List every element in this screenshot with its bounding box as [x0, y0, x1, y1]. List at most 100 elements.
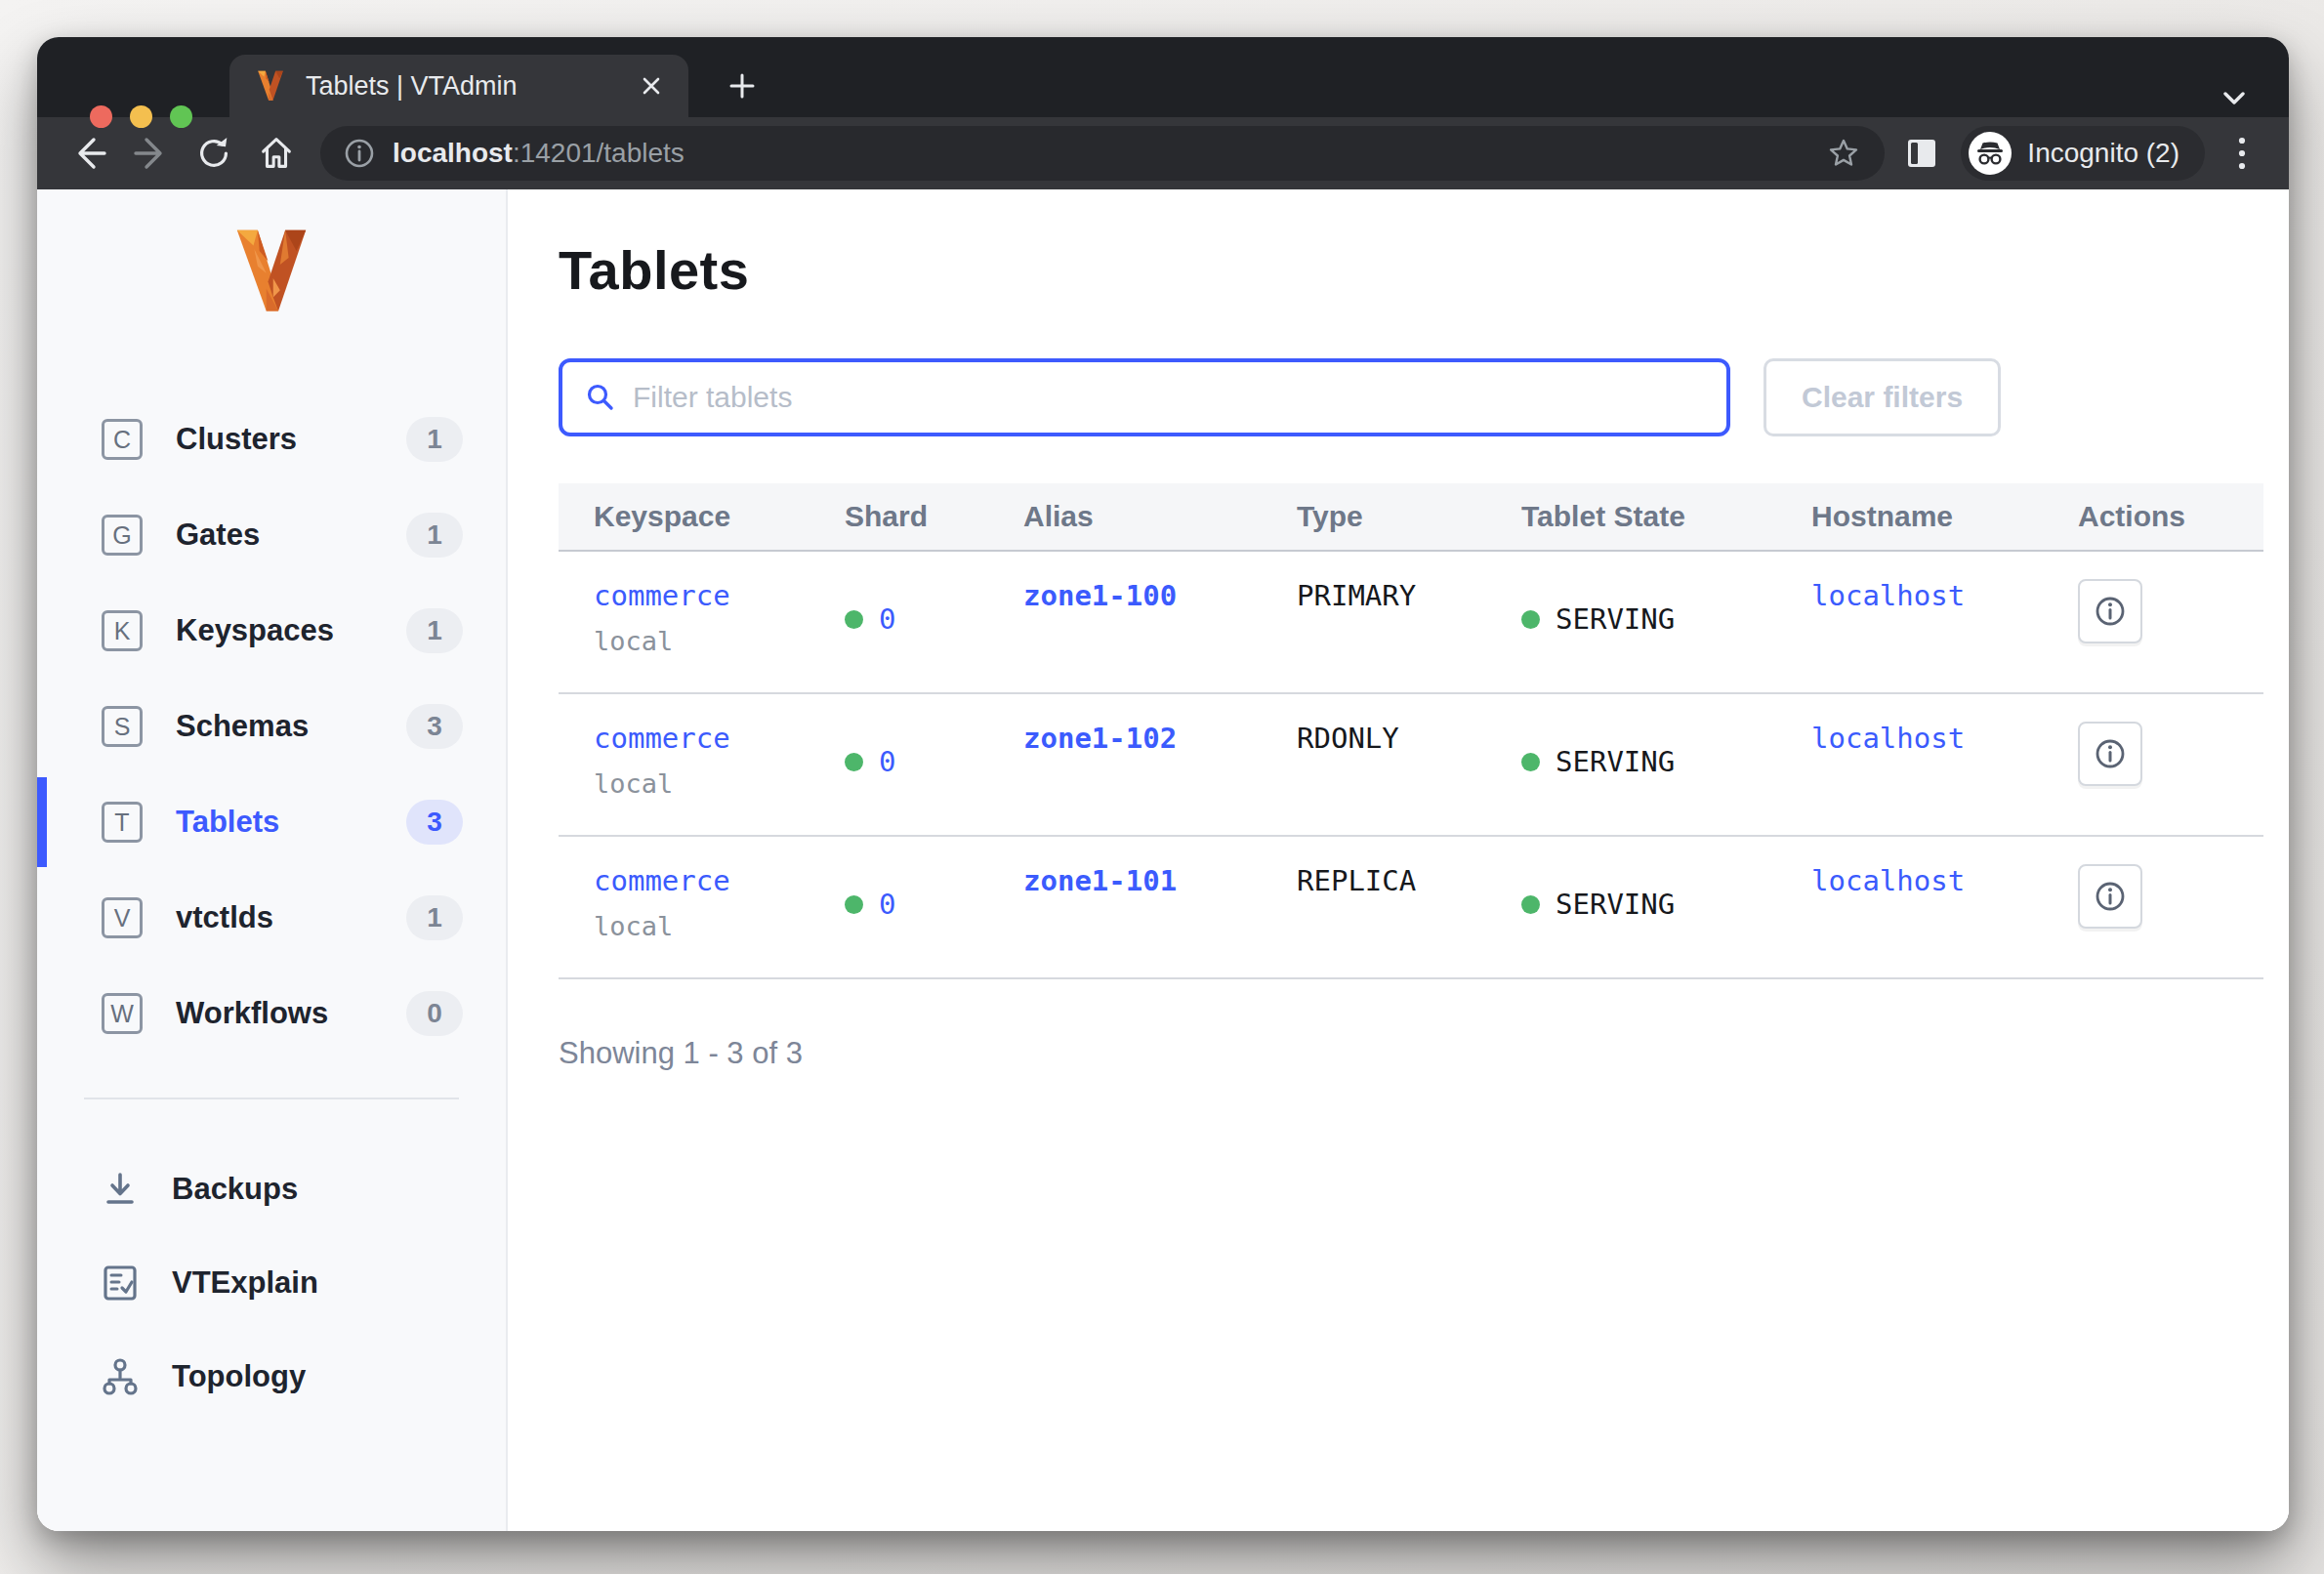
keyspace-link[interactable]: commerce — [594, 722, 730, 755]
shard-status-dot — [845, 753, 863, 771]
sidebar-item-schemas[interactable]: S Schemas 3 — [37, 695, 506, 758]
incognito-badge[interactable]: Incognito (2) — [1961, 126, 2205, 181]
count-badge: 1 — [406, 895, 463, 940]
sidebar: C Clusters 1 G Gates 1 K Keyspaces 1 S S… — [37, 189, 508, 1531]
count-badge: 0 — [406, 991, 463, 1036]
table-row: commerce local 0 zone1-101 REPLICA SERVI… — [559, 837, 2263, 979]
browser-tab[interactable]: Tablets | VTAdmin — [229, 55, 688, 117]
column-header-alias: Alias — [1023, 500, 1297, 533]
column-header-tablet-state: Tablet State — [1521, 500, 1811, 533]
tablet-state: SERVING — [1556, 745, 1675, 778]
hostname-link[interactable]: localhost — [1811, 579, 1965, 612]
incognito-label: Incognito (2) — [2027, 138, 2179, 169]
page-content: C Clusters 1 G Gates 1 K Keyspaces 1 S S… — [37, 189, 2289, 1531]
sidebar-item-clusters[interactable]: C Clusters 1 — [37, 408, 506, 471]
table-row: commerce local 0 zone1-102 RDONLY SERVIN… — [559, 694, 2263, 837]
document-check-icon — [98, 1263, 143, 1304]
cluster-label: local — [594, 768, 845, 799]
home-button[interactable] — [250, 127, 303, 180]
minimize-window-button[interactable] — [130, 105, 152, 128]
traffic-lights — [90, 105, 192, 128]
shard-status-dot — [845, 895, 863, 914]
serving-status-dot — [1521, 753, 1540, 771]
row-info-button[interactable] — [2078, 864, 2142, 929]
tablet-type: PRIMARY — [1297, 579, 1521, 659]
count-badge: 1 — [406, 608, 463, 653]
sidebar-divider — [84, 1098, 459, 1099]
filter-input-wrapper — [559, 358, 1730, 436]
sidebar-item-keyspaces[interactable]: K Keyspaces 1 — [37, 600, 506, 662]
topology-icon — [98, 1356, 143, 1397]
shard-status-dot — [845, 610, 863, 629]
hostname-link[interactable]: localhost — [1811, 864, 1965, 897]
incognito-icon — [1969, 132, 2012, 175]
sidebar-item-vtexplain[interactable]: VTExplain — [37, 1252, 506, 1314]
tablets-table: Keyspace Shard Alias Type Tablet State H… — [559, 483, 2263, 979]
url-bar[interactable]: localhost:14201/tablets — [320, 126, 1885, 181]
alias-link[interactable]: zone1-102 — [1023, 722, 1177, 755]
sidebar-item-workflows[interactable]: W Workflows 0 — [37, 982, 506, 1045]
count-badge: 1 — [406, 513, 463, 558]
sidebar-item-backups[interactable]: Backups — [37, 1158, 506, 1221]
side-panel-icon[interactable] — [1898, 130, 1945, 177]
site-info-icon[interactable] — [342, 136, 377, 171]
tablet-type: REPLICA — [1297, 864, 1521, 944]
count-badge: 3 — [406, 800, 463, 845]
gates-icon: G — [102, 515, 143, 556]
count-badge: 1 — [406, 417, 463, 462]
alias-link[interactable]: zone1-101 — [1023, 864, 1177, 897]
sidebar-item-vtctlds[interactable]: V vtctlds 1 — [37, 887, 506, 949]
clear-filters-button[interactable]: Clear filters — [1764, 358, 2001, 436]
sidebar-item-gates[interactable]: G Gates 1 — [37, 504, 506, 566]
forward-button[interactable] — [125, 127, 178, 180]
serving-status-dot — [1521, 610, 1540, 629]
tab-close-icon[interactable] — [634, 68, 669, 104]
alias-link[interactable]: zone1-100 — [1023, 579, 1177, 612]
column-header-keyspace: Keyspace — [559, 500, 845, 533]
vitess-logo — [37, 228, 506, 314]
column-header-hostname: Hostname — [1811, 500, 2078, 533]
shard-link[interactable]: 0 — [879, 602, 895, 636]
hostname-link[interactable]: localhost — [1811, 722, 1965, 755]
close-window-button[interactable] — [90, 105, 112, 128]
browser-menu-icon[interactable] — [2220, 130, 2263, 177]
serving-status-dot — [1521, 895, 1540, 914]
search-icon — [584, 381, 617, 414]
table-row: commerce local 0 zone1-100 PRIMARY SERVI… — [559, 552, 2263, 694]
shard-link[interactable]: 0 — [879, 745, 895, 778]
results-summary: Showing 1 - 3 of 3 — [559, 1036, 2263, 1071]
url-text: localhost:14201/tablets — [393, 138, 1820, 169]
row-info-button[interactable] — [2078, 722, 2142, 786]
bookmark-star-icon[interactable] — [1820, 130, 1867, 177]
tablet-state: SERVING — [1556, 602, 1675, 636]
back-button[interactable] — [62, 127, 115, 180]
zoom-window-button[interactable] — [170, 105, 192, 128]
tab-strip: Tablets | VTAdmin — [37, 37, 2289, 117]
tab-title: Tablets | VTAdmin — [306, 71, 634, 102]
count-badge: 3 — [406, 704, 463, 749]
page-title: Tablets — [559, 238, 2263, 302]
column-header-actions: Actions — [2078, 500, 2263, 533]
download-icon — [98, 1169, 143, 1210]
tab-search-chevron-icon[interactable] — [2213, 76, 2256, 119]
browser-window: Tablets | VTAdmin — [37, 37, 2289, 1531]
schemas-icon: S — [102, 706, 143, 747]
vitess-favicon-icon — [255, 70, 286, 102]
tablets-icon: T — [102, 802, 143, 843]
reload-button[interactable] — [187, 127, 240, 180]
keyspace-link[interactable]: commerce — [594, 864, 730, 897]
keyspaces-icon: K — [102, 610, 143, 651]
column-header-shard: Shard — [845, 500, 1023, 533]
shard-link[interactable]: 0 — [879, 888, 895, 921]
new-tab-button[interactable] — [721, 64, 764, 107]
filter-tablets-input[interactable] — [633, 381, 1705, 414]
row-info-button[interactable] — [2078, 579, 2142, 643]
workflows-icon: W — [102, 993, 143, 1034]
filter-row: Clear filters — [559, 358, 2263, 436]
cluster-label: local — [594, 626, 845, 656]
keyspace-link[interactable]: commerce — [594, 579, 730, 612]
cluster-label: local — [594, 911, 845, 941]
vtctlds-icon: V — [102, 897, 143, 938]
sidebar-item-topology[interactable]: Topology — [37, 1346, 506, 1408]
sidebar-item-tablets[interactable]: T Tablets 3 — [37, 791, 506, 853]
